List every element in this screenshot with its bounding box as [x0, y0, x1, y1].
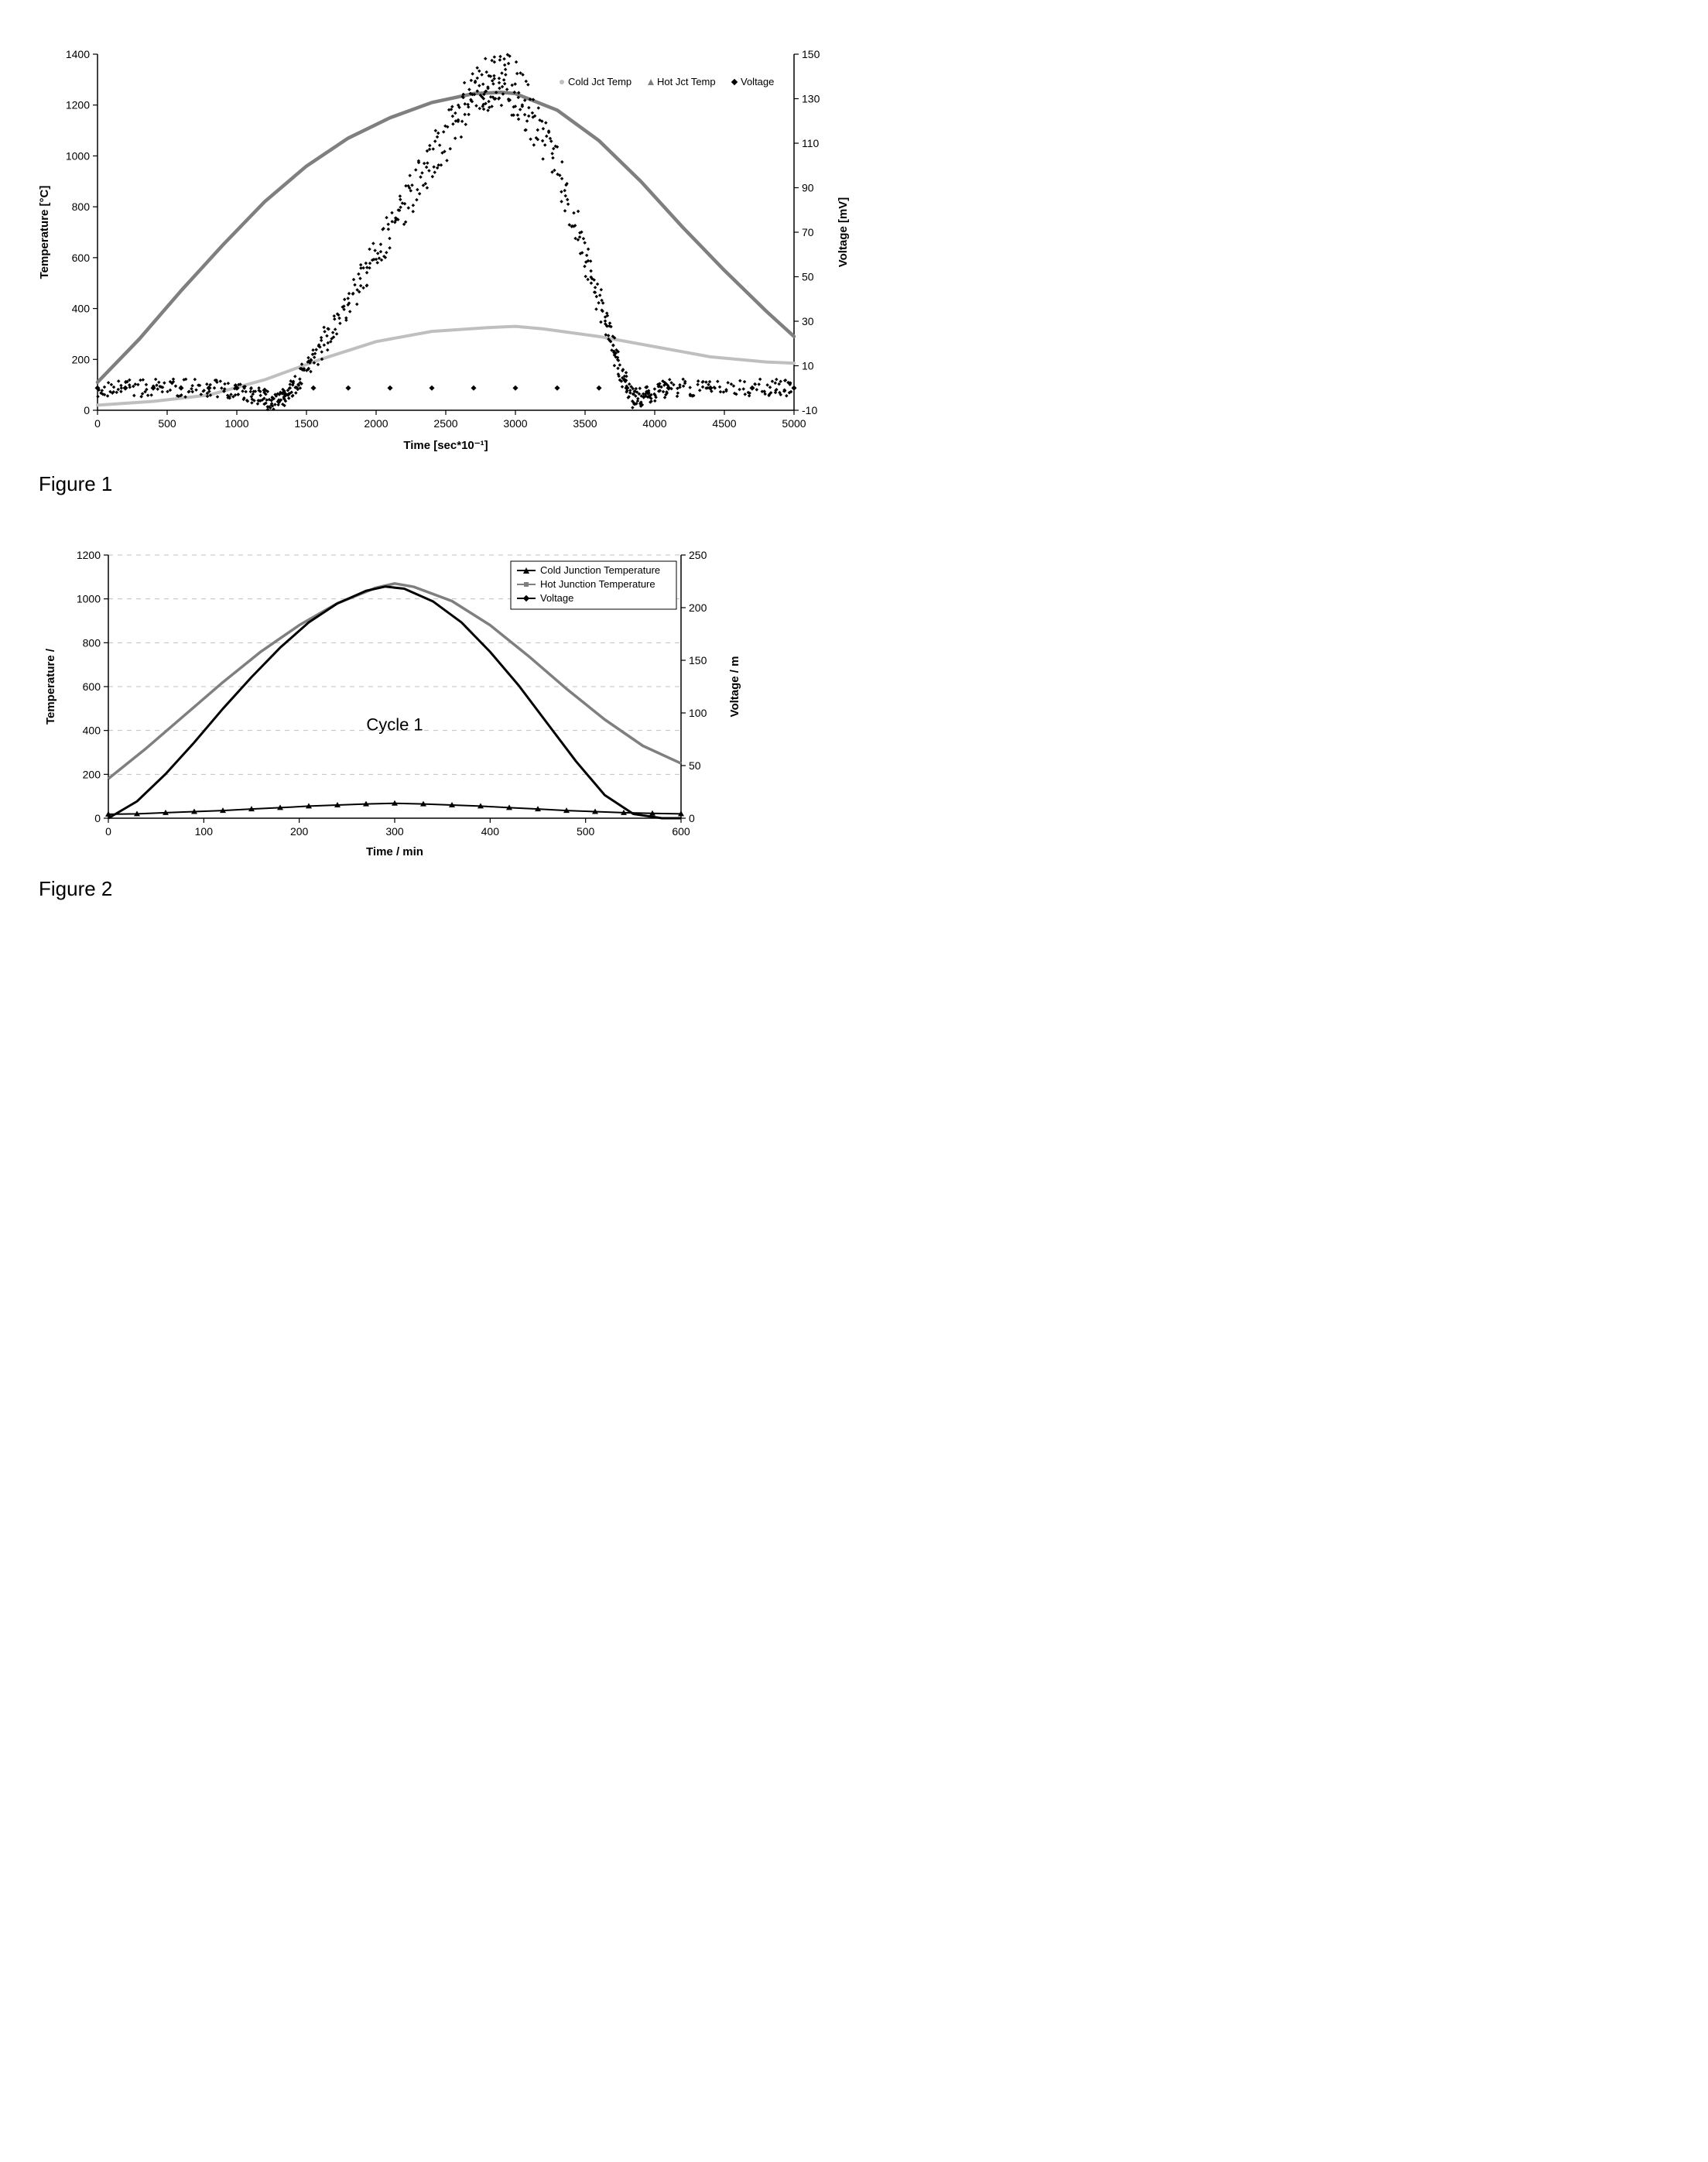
- svg-text:0: 0: [105, 825, 111, 838]
- figure1-chart: 0500100015002000250030003500400045005000…: [31, 39, 1677, 457]
- svg-text:1500: 1500: [294, 417, 318, 430]
- svg-text:200: 200: [290, 825, 309, 838]
- figure-2: 0100200300400500600020040060080010001200…: [31, 543, 1677, 901]
- svg-text:1400: 1400: [66, 48, 90, 60]
- svg-text:30: 30: [802, 315, 814, 327]
- svg-text:Voltage: Voltage: [540, 592, 573, 604]
- svg-text:10: 10: [802, 360, 814, 372]
- svg-text:0: 0: [94, 812, 101, 824]
- svg-text:150: 150: [689, 654, 707, 666]
- svg-text:Voltage: Voltage: [741, 76, 774, 87]
- svg-text:Hot Junction Temperature: Hot Junction Temperature: [540, 578, 655, 590]
- svg-text:3500: 3500: [573, 417, 597, 430]
- svg-text:1000: 1000: [66, 149, 90, 162]
- svg-text:600: 600: [672, 825, 690, 838]
- svg-text:600: 600: [72, 252, 91, 264]
- svg-text:3000: 3000: [503, 417, 527, 430]
- svg-text:2500: 2500: [433, 417, 457, 430]
- svg-text:90: 90: [802, 182, 814, 194]
- svg-text:0: 0: [94, 417, 101, 430]
- svg-text:Cycle 1: Cycle 1: [366, 715, 423, 735]
- svg-text:1200: 1200: [66, 99, 90, 111]
- svg-text:150: 150: [802, 48, 820, 60]
- svg-text:Cold Junction Temperature: Cold Junction Temperature: [540, 564, 660, 576]
- svg-text:250: 250: [689, 549, 707, 561]
- svg-text:100: 100: [195, 825, 214, 838]
- figure2-caption: Figure 2: [39, 877, 1677, 901]
- svg-text:110: 110: [802, 137, 820, 149]
- svg-text:100: 100: [689, 707, 707, 719]
- svg-text:50: 50: [802, 271, 814, 283]
- svg-text:1000: 1000: [77, 593, 101, 605]
- svg-text:200: 200: [689, 601, 707, 614]
- svg-text:Temperature [°C]: Temperature [°C]: [38, 186, 51, 279]
- svg-text:500: 500: [577, 825, 595, 838]
- svg-text:Temperature /: Temperature /: [44, 648, 57, 725]
- svg-text:70: 70: [802, 226, 814, 238]
- svg-text:4000: 4000: [642, 417, 666, 430]
- svg-text:50: 50: [689, 759, 701, 772]
- svg-text:800: 800: [72, 200, 91, 213]
- svg-text:2000: 2000: [364, 417, 388, 430]
- svg-text:130: 130: [802, 93, 820, 105]
- svg-text:1200: 1200: [77, 549, 101, 561]
- svg-text:5000: 5000: [782, 417, 806, 430]
- svg-text:800: 800: [83, 636, 101, 649]
- svg-text:-10: -10: [802, 404, 817, 416]
- svg-text:Time / min: Time / min: [366, 845, 423, 858]
- svg-text:Voltage [mV]: Voltage [mV]: [837, 197, 850, 268]
- svg-text:Voltage / m: Voltage / m: [728, 656, 741, 718]
- svg-text:600: 600: [83, 680, 101, 693]
- svg-text:400: 400: [481, 825, 500, 838]
- svg-text:300: 300: [385, 825, 404, 838]
- svg-text:400: 400: [83, 725, 101, 737]
- svg-text:Hot Jct Temp: Hot Jct Temp: [657, 76, 716, 87]
- figure1-caption: Figure 1: [39, 472, 1677, 496]
- svg-text:500: 500: [158, 417, 176, 430]
- svg-text:Time [sec*10⁻¹]: Time [sec*10⁻¹]: [403, 439, 488, 452]
- figure2-chart: 0100200300400500600020040060080010001200…: [31, 543, 1677, 862]
- svg-text:1000: 1000: [224, 417, 248, 430]
- svg-text:200: 200: [83, 768, 101, 780]
- svg-text:200: 200: [72, 353, 91, 365]
- svg-text:0: 0: [84, 404, 90, 416]
- svg-text:0: 0: [689, 812, 695, 824]
- figure-1: 0500100015002000250030003500400045005000…: [31, 39, 1677, 496]
- svg-text:Cold Jct Temp: Cold Jct Temp: [568, 76, 632, 87]
- svg-text:400: 400: [72, 303, 91, 315]
- svg-text:4500: 4500: [712, 417, 736, 430]
